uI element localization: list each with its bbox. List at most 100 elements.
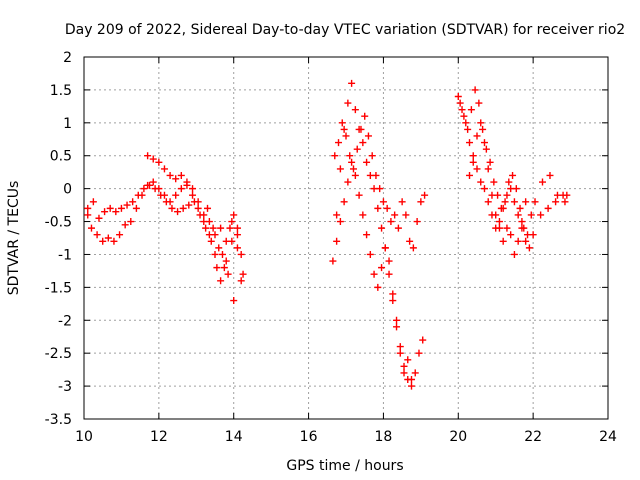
x-axis-label: GPS time / hours — [286, 458, 403, 474]
data-point — [149, 178, 157, 186]
data-point — [194, 204, 202, 212]
data-point — [499, 237, 507, 245]
data-point — [160, 165, 168, 173]
data-point — [492, 211, 500, 219]
data-point — [144, 181, 152, 189]
data-point — [213, 264, 221, 272]
data-point — [456, 99, 464, 107]
data-point — [228, 218, 236, 226]
data-point — [546, 171, 554, 179]
data-point — [366, 250, 374, 258]
data-point — [121, 221, 129, 229]
data-point — [336, 218, 344, 226]
data-point — [101, 208, 109, 216]
data-point — [411, 369, 419, 377]
data-point — [200, 211, 208, 219]
data-point — [379, 198, 387, 206]
data-point — [396, 343, 404, 351]
data-point — [381, 244, 389, 252]
data-point — [553, 191, 561, 199]
data-point — [209, 224, 217, 232]
data-point — [385, 257, 393, 265]
data-point — [204, 204, 212, 212]
y-tick-label: 1 — [63, 116, 72, 132]
data-point — [363, 158, 371, 166]
data-point — [233, 244, 241, 252]
data-point — [389, 297, 397, 305]
data-point — [183, 178, 191, 186]
data-point — [205, 218, 213, 226]
data-point — [220, 264, 228, 272]
x-tick-label: 16 — [300, 429, 318, 445]
data-point — [415, 349, 423, 357]
data-point — [473, 165, 481, 173]
data-point — [123, 201, 131, 209]
data-point — [230, 297, 238, 305]
data-point — [374, 283, 382, 291]
data-point — [348, 158, 356, 166]
data-point — [475, 99, 483, 107]
data-point — [172, 175, 180, 183]
data-point — [338, 119, 346, 127]
data-point — [346, 152, 354, 160]
data-point — [189, 191, 197, 199]
data-point — [370, 270, 378, 278]
y-tick-label: 2 — [63, 50, 72, 66]
data-point — [359, 211, 367, 219]
series-arc-1c — [144, 152, 245, 285]
data-point — [563, 191, 571, 199]
data-point — [527, 211, 535, 219]
data-point — [194, 198, 202, 206]
data-point — [408, 382, 415, 390]
y-tick-label: 0.5 — [50, 149, 72, 165]
data-point — [454, 92, 462, 100]
data-point — [509, 171, 517, 179]
data-point — [127, 218, 135, 226]
data-point — [106, 204, 114, 212]
data-point — [104, 234, 112, 242]
data-point — [329, 257, 337, 265]
data-point — [99, 237, 107, 245]
series-arc-1a — [84, 181, 238, 305]
data-point — [503, 191, 511, 199]
data-point — [351, 106, 359, 114]
data-point — [544, 204, 552, 212]
data-point — [233, 231, 241, 239]
data-point — [344, 99, 352, 107]
data-point — [531, 198, 539, 206]
data-point — [211, 231, 219, 239]
data-point — [224, 270, 232, 278]
series-arc-3b — [456, 86, 569, 239]
data-point — [87, 224, 95, 232]
data-point — [353, 145, 361, 153]
data-point — [363, 231, 371, 239]
data-point — [129, 198, 137, 206]
data-point — [477, 119, 485, 127]
data-point — [524, 231, 532, 239]
data-point — [374, 204, 382, 212]
data-point — [168, 204, 176, 212]
data-point — [336, 165, 344, 173]
series-arc-2b — [331, 112, 429, 252]
data-point — [466, 139, 474, 147]
plot-frame — [83, 56, 609, 420]
data-point — [396, 349, 404, 357]
data-point — [391, 211, 399, 219]
data-point — [495, 224, 503, 232]
data-point — [409, 244, 417, 252]
y-tick-label: 1.5 — [50, 83, 72, 99]
data-point — [207, 237, 215, 245]
y-tick-label: -3.5 — [45, 412, 72, 428]
data-point — [393, 323, 401, 331]
data-point — [484, 198, 492, 206]
chart-title: Day 209 of 2022, Sidereal Day-to-day VTE… — [65, 22, 625, 38]
data-point — [359, 139, 367, 147]
y-tick-label: -2.5 — [45, 346, 72, 362]
data-point — [490, 178, 498, 186]
data-point — [357, 125, 365, 133]
data-point — [335, 139, 343, 147]
data-point — [344, 178, 352, 186]
data-point — [217, 277, 225, 285]
y-axis-label: SDTVAR / TECUs — [6, 181, 22, 296]
data-point — [211, 250, 219, 258]
